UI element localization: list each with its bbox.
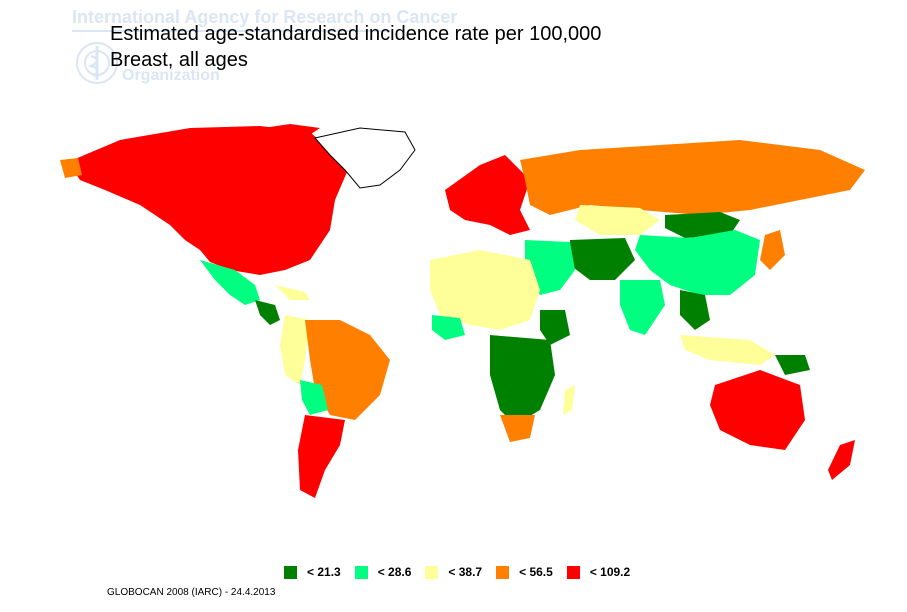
region-middle-east <box>525 240 575 295</box>
region-australia <box>710 370 805 450</box>
legend-item: < 38.7 <box>425 565 482 579</box>
legend-swatch <box>354 565 368 579</box>
region-japan <box>760 230 785 270</box>
watermark-rule <box>72 30 390 32</box>
legend-label: < 56.5 <box>519 565 553 579</box>
legend-label: < 109.2 <box>589 565 631 579</box>
legend-swatch <box>566 565 580 579</box>
region-far-west <box>60 158 82 178</box>
region-indonesia <box>680 335 775 365</box>
region-madagascar <box>563 385 575 415</box>
region-brazil <box>305 320 390 420</box>
legend-item: < 21.3 <box>284 565 341 579</box>
map-title: Estimated age-standardised incidence rat… <box>110 23 602 45</box>
region-south-america-north <box>280 315 310 385</box>
source-credit: GLOBOCAN 2008 (IARC) - 24.4.2013 <box>107 587 276 598</box>
region-caribbean <box>275 285 310 300</box>
world-map <box>60 124 865 498</box>
legend-item: < 109.2 <box>566 565 631 579</box>
region-central-africa <box>490 335 555 425</box>
region-china <box>635 230 760 295</box>
legend-swatch <box>425 565 439 579</box>
watermark-agency-text: International Agency for Research on Can… <box>72 7 458 27</box>
region-kazakhstan <box>575 205 660 235</box>
legend-swatch <box>284 565 297 579</box>
region-russia <box>520 140 865 215</box>
legend: < 21.3 < 28.6 < 38.7 < 56.5 < 109.2 <box>284 563 644 581</box>
watermark-organization-text: Organization <box>122 67 220 84</box>
region-central-america <box>255 300 280 325</box>
region-north-america <box>68 126 350 275</box>
legend-label: < 21.3 <box>307 565 341 579</box>
un-wreath-emblem-icon <box>76 42 118 84</box>
region-horn-of-africa <box>540 310 570 345</box>
region-west-africa <box>432 315 465 340</box>
region-southeast-asia <box>680 290 710 330</box>
region-argentina <box>298 415 345 498</box>
region-western-europe <box>445 155 530 235</box>
region-south-africa <box>500 415 535 442</box>
legend-label: < 38.7 <box>448 565 483 579</box>
region-bolivia <box>300 380 328 415</box>
legend-label: < 28.6 <box>377 565 412 579</box>
legend-item: < 56.5 <box>496 565 553 579</box>
legend-swatch <box>496 565 510 579</box>
legend-item: < 28.6 <box>354 565 412 579</box>
region-new-zealand <box>828 440 855 480</box>
region-mongolia <box>665 212 740 238</box>
region-mexico <box>200 260 260 305</box>
region-papua <box>775 355 810 375</box>
region-greenland <box>314 127 416 189</box>
region-central-asia <box>570 238 635 280</box>
region-india <box>620 280 665 335</box>
region-canadian-arctic <box>250 124 320 140</box>
map-subtitle: Breast, all ages <box>110 49 248 71</box>
region-north-africa <box>430 250 540 330</box>
